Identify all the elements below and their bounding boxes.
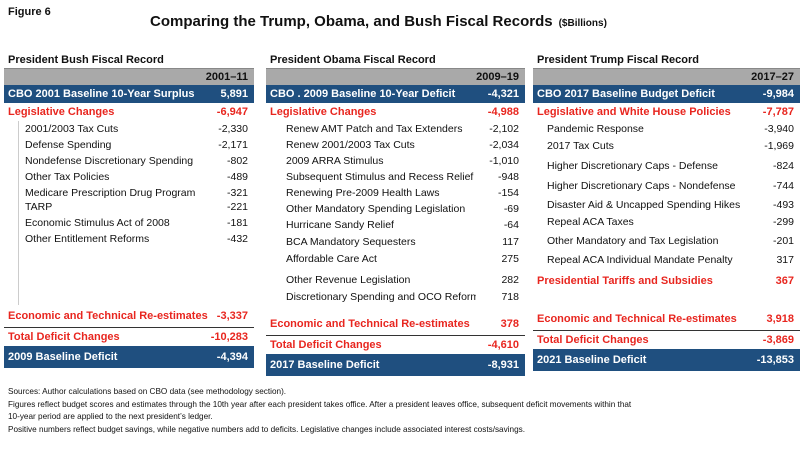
list-item: Disaster Aid & Uncapped Spending Hikes -4…	[547, 199, 794, 211]
legislative-value: -4,988	[487, 106, 519, 118]
baseline-value: -4,321	[487, 88, 519, 100]
tariffs-label: Presidential Tariffs and Subsidies	[537, 275, 713, 287]
total-row: Total Deficit Changes -4,610	[266, 335, 525, 354]
total-label: Total Deficit Changes	[8, 331, 120, 343]
tariffs-row: Presidential Tariffs and Subsidies 367	[533, 270, 800, 292]
total-value: -4,610	[487, 339, 519, 351]
panel-title: President Bush Fiscal Record	[8, 54, 164, 66]
legislative-row: Legislative Changes -4,988	[266, 103, 525, 121]
econ-value: 3,918	[766, 313, 794, 325]
list-item: Higher Discretionary Caps - Nondefense -7…	[547, 180, 794, 192]
final-baseline-row: 2017 Baseline Deficit -8,931	[266, 354, 525, 376]
list-item: Repeal ACA Taxes -299	[547, 216, 794, 228]
title-text: Comparing the Trump, Obama, and Bush Fis…	[150, 13, 553, 30]
list-item: Renew AMT Patch and Tax Extenders -2,102	[286, 123, 519, 135]
list-item: Hurricane Sandy Relief -64	[286, 219, 519, 231]
final-label: 2017 Baseline Deficit	[270, 359, 380, 371]
list-item: Nondefense Discretionary Spending -802	[25, 155, 248, 167]
econ-label: Economic and Technical Re-estimates	[270, 318, 470, 330]
tariffs-value: 367	[775, 275, 794, 287]
total-row: Total Deficit Changes -10,283	[4, 327, 254, 346]
list-item: Medicare Prescription Drug Program -321	[25, 187, 248, 199]
baseline-row: CBO . 2009 Baseline 10-Year Deficit -4,3…	[266, 85, 525, 103]
list-item: Other Tax Policies -489	[25, 171, 248, 183]
legislative-label: Legislative and White House Policies	[537, 106, 731, 118]
baseline-label: CBO 2001 Baseline 10-Year Surplus	[8, 88, 195, 100]
final-value: -8,931	[487, 359, 519, 371]
baseline-row: CBO 2017 Baseline Budget Deficit -9,984	[533, 85, 800, 103]
baseline-label: CBO . 2009 Baseline 10-Year Deficit	[270, 88, 456, 100]
list-item: Renewing Pre-2009 Health Laws -154	[286, 187, 519, 199]
page-title: Comparing the Trump, Obama, and Bush Fis…	[150, 13, 607, 30]
total-label: Total Deficit Changes	[537, 334, 649, 346]
final-baseline-row: 2021 Baseline Deficit -13,853	[533, 349, 800, 371]
obama-panel: President Obama Fiscal Record 2009–19 CB…	[266, 52, 525, 376]
baseline-row: CBO 2001 Baseline 10-Year Surplus 5,891	[4, 85, 254, 103]
list-item: Other Revenue Legislation 282	[286, 274, 519, 286]
list-item: TARP -221	[25, 201, 248, 213]
final-label: 2009 Baseline Deficit	[8, 351, 118, 363]
total-value: -3,869	[762, 334, 794, 346]
final-value: -13,853	[756, 354, 794, 366]
baseline-value: 5,891	[220, 88, 248, 100]
panel-title: President Trump Fiscal Record	[537, 54, 699, 66]
list-item: Defense Spending -2,171	[25, 139, 248, 151]
total-label: Total Deficit Changes	[270, 339, 382, 351]
legislative-value: -7,787	[762, 106, 794, 118]
econ-row: Economic and Technical Re-estimates -3,3…	[4, 305, 254, 327]
econ-row: Economic and Technical Re-estimates 378	[266, 313, 525, 335]
list-item: Subsequent Stimulus and Recess Relief -94…	[286, 171, 519, 183]
final-value: -4,394	[216, 351, 248, 363]
sign-note: Positive numbers reflect budget savings,…	[8, 424, 526, 434]
legislative-row: Legislative and White House Policies -7,…	[533, 103, 800, 121]
method-note-cont: 10-year period are applied to the next p…	[8, 412, 213, 421]
legislative-label: Legislative Changes	[270, 106, 377, 118]
baseline-value: -9,984	[762, 88, 794, 100]
figure-label: Figure 6	[8, 6, 51, 18]
list-item: Discretionary Spending and OCO Reforms 71…	[286, 291, 519, 303]
list-item: 2009 ARRA Stimulus -1,010	[286, 155, 519, 167]
list-item: Other Mandatory and Tax Legislation -201	[547, 235, 794, 247]
method-note: Figures reflect budget scores and estima…	[8, 399, 632, 409]
final-label: 2021 Baseline Deficit	[537, 354, 647, 366]
unit-label: ($Billions)	[558, 18, 607, 29]
list-item: Other Mandatory Spending Legislation -69	[286, 203, 519, 215]
econ-label: Economic and Technical Re-estimates	[537, 313, 737, 325]
econ-label: Economic and Technical Re-estimates	[8, 310, 208, 322]
source-note: Sources: Author calculations based on CB…	[8, 387, 287, 396]
total-row: Total Deficit Changes -3,869	[533, 330, 800, 349]
list-item: 2017 Tax Cuts -1,969	[547, 140, 794, 152]
list-item: Economic Stimulus Act of 2008 -181	[25, 217, 248, 229]
legislative-value: -6,947	[216, 106, 248, 118]
baseline-label: CBO 2017 Baseline Budget Deficit	[537, 88, 715, 100]
list-item: 2001/2003 Tax Cuts -2,330	[25, 123, 248, 135]
bush-panel: President Bush Fiscal Record 2001–11 CBO…	[4, 52, 254, 368]
econ-value: 378	[500, 318, 519, 330]
legislative-row: Legislative Changes -6,947	[4, 103, 254, 121]
period-header: 2017–27	[533, 68, 800, 85]
total-value: -10,283	[210, 331, 248, 343]
list-item: Repeal ACA Individual Mandate Penalty 317	[547, 254, 794, 266]
final-baseline-row: 2009 Baseline Deficit -4,394	[4, 346, 254, 368]
list-item: BCA Mandatory Sequesters 117	[286, 236, 519, 248]
footnotes: Sources: Author calculations based on CB…	[8, 386, 798, 436]
econ-value: -3,337	[216, 310, 248, 322]
period-header: 2001–11	[4, 68, 254, 85]
panel-title: President Obama Fiscal Record	[270, 54, 436, 66]
period-header: 2009–19	[266, 68, 525, 85]
list-item: Higher Discretionary Caps - Defense -824	[547, 160, 794, 172]
trump-panel: President Trump Fiscal Record 2017–27 CB…	[533, 52, 800, 371]
list-item: Renew 2001/2003 Tax Cuts -2,034	[286, 139, 519, 151]
list-item: Affordable Care Act 275	[286, 253, 519, 265]
list-item: Pandemic Response -3,940	[547, 123, 794, 135]
econ-row: Economic and Technical Re-estimates 3,91…	[533, 308, 800, 330]
list-item: Other Entitlement Reforms -432	[25, 233, 248, 245]
legislative-label: Legislative Changes	[8, 106, 115, 118]
